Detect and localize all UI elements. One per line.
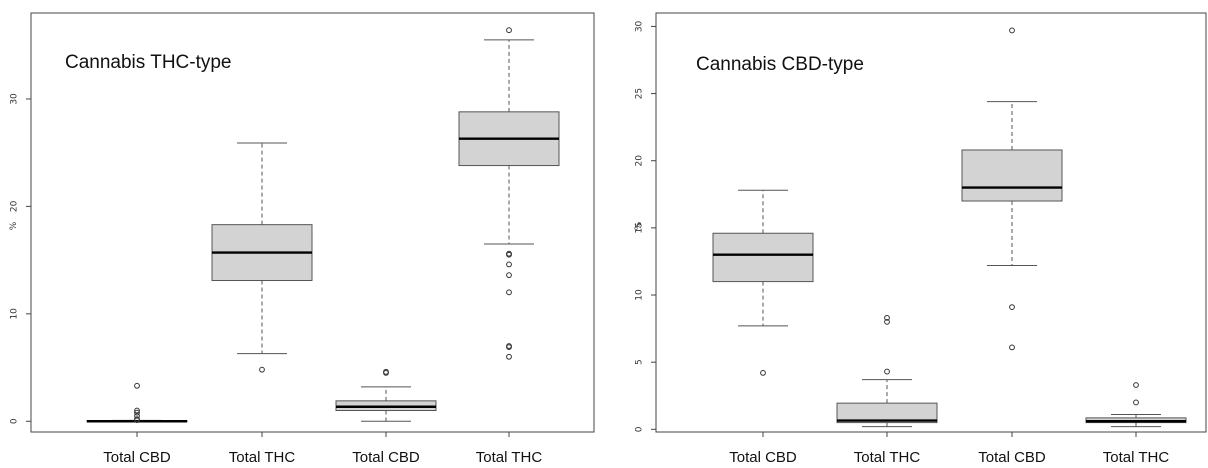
panel-2: 0 5 10 15 20 25 30% Cannabis CBD-type Total CBD T… — [634, 12, 1207, 466]
outlier-point — [506, 353, 512, 360]
x-tick-label: Total THC — [229, 449, 296, 466]
y-tick-label: 25 — [635, 88, 645, 99]
y-axis-label: % — [634, 221, 644, 230]
y-tick-label: 0 — [10, 418, 20, 424]
outlier-point — [134, 409, 140, 416]
y-tick-label: 15 — [635, 222, 645, 233]
outlier-point — [884, 314, 890, 321]
box-1 — [712, 189, 814, 376]
outlier-point — [506, 251, 512, 258]
box-4 — [458, 27, 560, 360]
plot-frame — [30, 12, 595, 433]
outlier-point — [1133, 399, 1139, 406]
outlier-point — [1133, 382, 1139, 388]
x-tick-label: Total CBD — [352, 449, 420, 466]
y-tick-label: 30 — [10, 93, 20, 105]
box-2 — [211, 142, 313, 373]
box-1 — [86, 382, 188, 424]
y-tick-label: 20 — [635, 155, 645, 167]
outlier-point — [1009, 27, 1015, 34]
y-tick-label: 10 — [635, 289, 645, 301]
outlier-point — [506, 344, 512, 351]
outlier-point — [506, 27, 512, 34]
box-3 — [335, 368, 437, 422]
outlier-point — [760, 370, 766, 376]
iqr-box — [961, 149, 1063, 202]
outlier-point — [134, 382, 140, 389]
outlier-point — [383, 368, 389, 375]
x-tick-label: Total THC — [854, 449, 921, 466]
x-tick-label: Total CBD — [729, 449, 797, 466]
outlier-point — [884, 368, 890, 375]
y-tick-label: 5 — [635, 359, 645, 365]
iqr-box — [836, 402, 938, 424]
outlier-point — [1009, 344, 1015, 351]
outlier-point — [1009, 304, 1015, 311]
y-tick-label: 20 — [10, 200, 20, 212]
panel-title: Cannabis CBD-type — [696, 54, 864, 75]
box-2 — [836, 314, 938, 428]
y-axis-label: % — [9, 221, 19, 230]
panel-1: 0 10 20 30% Cannabis THC-type Total CBD Total … — [9, 12, 595, 466]
x-tick-label: Total CBD — [103, 449, 171, 466]
x-tick-label: Total THC — [476, 449, 543, 466]
plot-frame — [655, 12, 1207, 433]
outlier-point — [506, 272, 512, 279]
outlier-point — [134, 407, 140, 414]
outlier-point — [134, 412, 140, 419]
y-tick-label: 0 — [635, 426, 645, 432]
outlier-point — [506, 289, 512, 296]
outlier-point — [884, 318, 890, 325]
outlier-point — [506, 261, 512, 268]
box-3 — [961, 27, 1063, 351]
x-tick-label: Total THC — [1103, 449, 1170, 466]
box-4 — [1085, 382, 1187, 428]
outlier-point — [259, 366, 265, 373]
y-tick-label: 30 — [635, 20, 645, 32]
x-tick-label: Total CBD — [978, 449, 1046, 466]
iqr-box — [712, 232, 814, 283]
y-tick-label: 10 — [10, 308, 20, 320]
panel-title: Cannabis THC-type — [65, 52, 232, 73]
outlier-point — [134, 416, 140, 423]
